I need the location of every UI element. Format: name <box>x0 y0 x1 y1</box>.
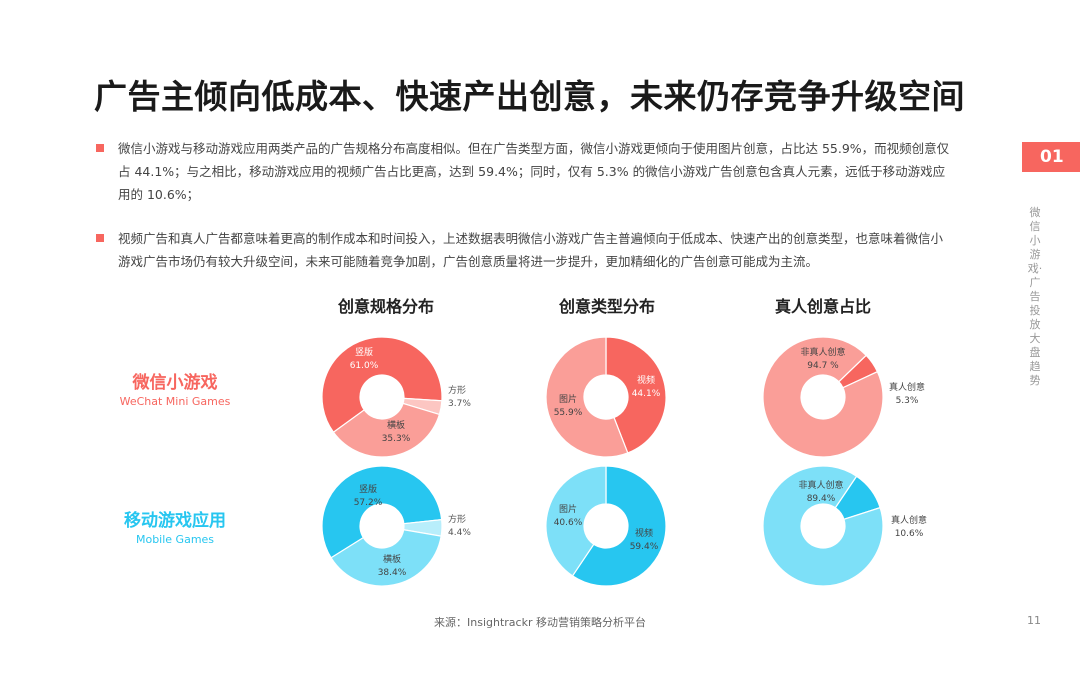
slice-value-label: 59.4% <box>630 542 659 552</box>
row-label-wechat-en: WeChat Mini Games <box>119 395 231 408</box>
slice-label: 横板 <box>383 553 401 565</box>
page-title: 广告主倾向低成本、快速产出创意，未来仍存竞争升级空间 <box>94 77 965 116</box>
bullet-text: 微信小游戏与移动游戏应用两类产品的广告规格分布高度相似。但在广告类型方面，微信小… <box>118 141 950 202</box>
slice-value-label: 94.7 % <box>807 361 839 371</box>
donut-slice <box>332 402 441 458</box>
column-title-human: 真人创意占比 <box>774 297 871 316</box>
slice-label: 图片 <box>559 393 577 405</box>
slice-value-label: 5.3% <box>896 396 919 406</box>
slice-value-label: 40.6% <box>554 518 583 528</box>
slice-label: 方形 <box>448 384 466 396</box>
bullet-square-icon <box>96 144 104 152</box>
donut-slice <box>330 529 442 587</box>
slice-value-label: 3.7% <box>448 399 471 409</box>
row-label-mobile: 移动游戏应用 Mobile Games <box>100 506 250 546</box>
source-note: 来源：Insightrackr 移动营销策略分析平台 <box>434 616 646 629</box>
donut-slice <box>321 336 443 434</box>
slice-value-label: 44.1% <box>632 389 661 399</box>
row-label-mobile-en: Mobile Games <box>135 533 215 546</box>
slice-value-label: 35.3% <box>382 434 411 444</box>
slice-value-label: 38.4% <box>378 568 407 578</box>
slice-label: 视频 <box>635 527 653 539</box>
donut-slice <box>321 465 443 559</box>
bullet-text: 视频广告和真人广告都意味着更高的制作成本和时间投入，上述数据表明微信小游戏广告主… <box>118 231 944 269</box>
slice-value-label: 55.9% <box>554 408 583 418</box>
donut-slice <box>762 465 884 587</box>
column-title-spec: 创意规格分布 <box>337 297 434 316</box>
slice-label: 真人创意 <box>891 514 927 526</box>
page-number: 11 <box>1027 614 1041 627</box>
donut-slice <box>605 336 667 454</box>
section-tab: 01 <box>1022 142 1080 172</box>
slice-label: 非真人创意 <box>800 346 845 358</box>
donut-slice <box>571 465 667 587</box>
slice-label: 视频 <box>637 374 655 386</box>
slice-label: 竖版 <box>355 346 373 358</box>
slice-label: 横板 <box>387 419 405 431</box>
slice-label: 真人创意 <box>889 381 925 393</box>
slice-label: 非真人创意 <box>798 479 843 491</box>
slice-label: 图片 <box>559 503 577 515</box>
donut-slice <box>762 336 884 458</box>
bullet-item: 视频广告和真人广告都意味着更高的制作成本和时间投入，上述数据表明微信小游戏广告主… <box>94 227 954 273</box>
slice-label: 竖版 <box>359 483 377 495</box>
column-title-type: 创意类型分布 <box>558 297 655 316</box>
row-label-wechat-zh: 微信小游戏 <box>132 373 218 393</box>
row-label-wechat: 微信小游戏 WeChat Mini Games <box>100 368 250 408</box>
bullet-square-icon <box>96 234 104 242</box>
slice-value-label: 89.4% <box>807 494 836 504</box>
donut-slice <box>545 465 607 577</box>
section-side-label: 微信小游戏·广告投放大盘趋势 <box>1027 206 1043 387</box>
donut-slice <box>545 336 629 458</box>
bullet-item: 微信小游戏与移动游戏应用两类产品的广告规格分布高度相似。但在广告类型方面，微信小… <box>94 137 954 206</box>
slice-value-label: 4.4% <box>448 528 471 538</box>
slice-value-label: 61.0% <box>350 361 379 371</box>
slice-value-label: 57.2% <box>354 498 383 508</box>
slice-value-label: 10.6% <box>895 529 924 539</box>
slice-label: 方形 <box>448 513 466 525</box>
row-label-mobile-zh: 移动游戏应用 <box>124 511 226 531</box>
bullet-list: 微信小游戏与移动游戏应用两类产品的广告规格分布高度相似。但在广告类型方面，微信小… <box>94 137 954 294</box>
